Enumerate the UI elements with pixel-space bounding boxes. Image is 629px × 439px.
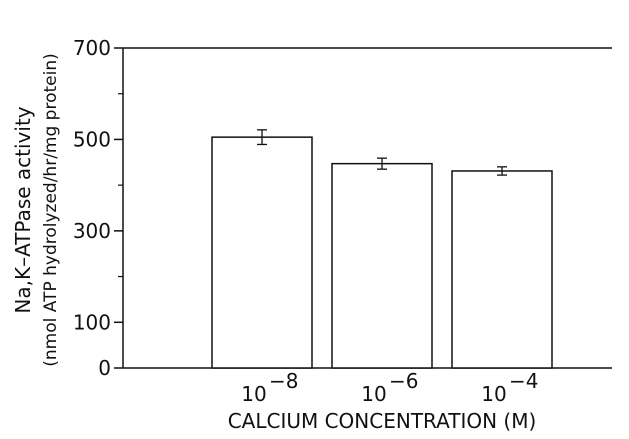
y-axis: 0 100 300 500 700 (73, 36, 612, 380)
x-tick-label-1: 10 (361, 382, 386, 406)
y-axis-title-line1: Na,K–ATPase activity (11, 106, 35, 313)
bar-1 (331, 162, 433, 369)
y-tick-label-100: 100 (73, 310, 111, 334)
y-tick-label-0: 0 (98, 356, 111, 380)
x-tick-label-exp-1: −6 (389, 369, 418, 393)
x-tick-label-0: 10 (241, 382, 266, 406)
x-axis-title: CALCIUM CONCENTRATION (M) (228, 409, 537, 433)
x-tick-label-exp-0: −8 (269, 369, 298, 393)
y-tick-label-700: 700 (73, 36, 111, 60)
bar-2 (451, 170, 553, 369)
x-tick-label-2: 10 (481, 382, 506, 406)
x-tick-labels: 10−810−610−4 (241, 369, 538, 406)
y-tick-label-500: 500 (73, 127, 111, 151)
y-axis-title-line2: (nmol ATP hydrolyzed/hr/mg protein) (41, 53, 61, 366)
bar-0 (211, 136, 313, 369)
x-tick-label-exp-2: −4 (509, 369, 538, 393)
y-tick-label-300: 300 (73, 219, 111, 243)
bars (211, 129, 553, 369)
